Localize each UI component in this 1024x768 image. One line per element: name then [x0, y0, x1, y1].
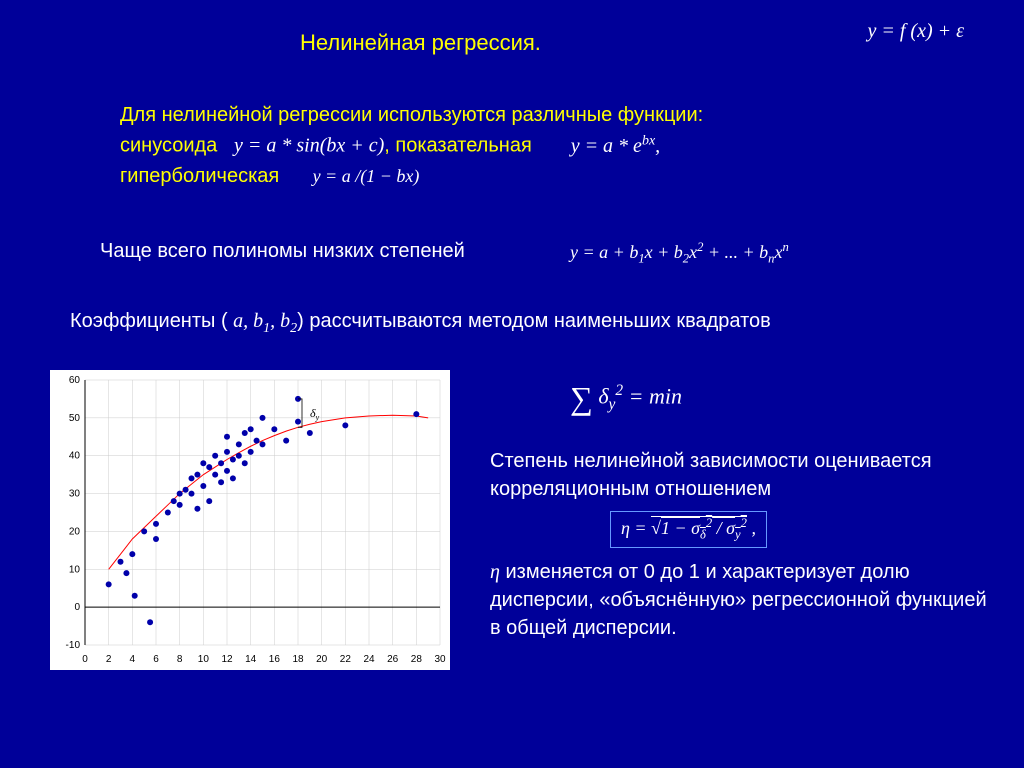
chart-svg: 024681012141618202224262830-100102030405… [50, 370, 450, 670]
svg-text:20: 20 [69, 526, 81, 537]
svg-text:12: 12 [221, 654, 233, 665]
label-sinusoid: синусоида [120, 135, 217, 157]
eq-eta-box: η = √1 − σδ2 / σy2 , [490, 511, 1000, 548]
svg-text:24: 24 [363, 654, 375, 665]
svg-text:14: 14 [245, 654, 257, 665]
label-hyperbolic: гиперболическая [120, 165, 279, 187]
text-polynomials: Чаще всего полиномы низких степеней [100, 240, 465, 263]
svg-text:40: 40 [69, 451, 81, 462]
right-text-block: ∑ δy2 = min Степень нелинейной зависимос… [490, 380, 1000, 642]
slide: Нелинейная регрессия. y = f (x) + ε Для … [0, 0, 1024, 768]
eq-exponential: y = a * ebx, [571, 135, 660, 157]
svg-text:60: 60 [69, 375, 81, 386]
svg-text:30: 30 [434, 654, 446, 665]
svg-text:30: 30 [69, 489, 81, 500]
svg-text:4: 4 [130, 654, 136, 665]
svg-text:20: 20 [316, 654, 328, 665]
eq-hyperbolic: y = a /(1 − bx) [313, 166, 420, 186]
eq-sum-squares: ∑ δy2 = min [570, 380, 1000, 417]
svg-text:10: 10 [69, 564, 81, 575]
svg-text:0: 0 [82, 654, 88, 665]
scatter-chart: 024681012141618202224262830-100102030405… [50, 370, 450, 670]
coefficients-list: a, b1, b2 [233, 310, 297, 332]
svg-text:28: 28 [411, 654, 423, 665]
page-title: Нелинейная регрессия. [300, 30, 541, 56]
svg-text:50: 50 [69, 413, 81, 424]
svg-text:10: 10 [198, 654, 210, 665]
text-eta-range: η изменяется от 0 до 1 и характеризует д… [490, 558, 1000, 642]
eq-model: y = f (x) + ε [867, 20, 964, 43]
text-correlation-ratio: Степень нелинейной зависимости оценивает… [490, 447, 1000, 503]
svg-text:16: 16 [269, 654, 281, 665]
svg-text:0: 0 [74, 602, 80, 613]
eq-sinusoid: y = a * sin(bx + c) [234, 135, 384, 157]
svg-text:8: 8 [177, 654, 183, 665]
svg-text:6: 6 [153, 654, 159, 665]
svg-text:18: 18 [292, 654, 304, 665]
svg-text:22: 22 [340, 654, 352, 665]
label-exponential: , показательная [384, 135, 532, 157]
svg-text:2: 2 [106, 654, 112, 665]
paragraph-functions: Для нелинейной регрессии используются ра… [120, 100, 960, 191]
text-coefficients: Коэффициенты ( a, b1, b2) рассчитываются… [70, 310, 771, 337]
svg-text:26: 26 [387, 654, 399, 665]
eq-polynomial: y = a + b1x + b2x2 + ... + bnxn [570, 240, 789, 267]
text-functions-intro: Для нелинейной регрессии используются ра… [120, 104, 703, 126]
svg-text:-10: -10 [66, 640, 81, 651]
